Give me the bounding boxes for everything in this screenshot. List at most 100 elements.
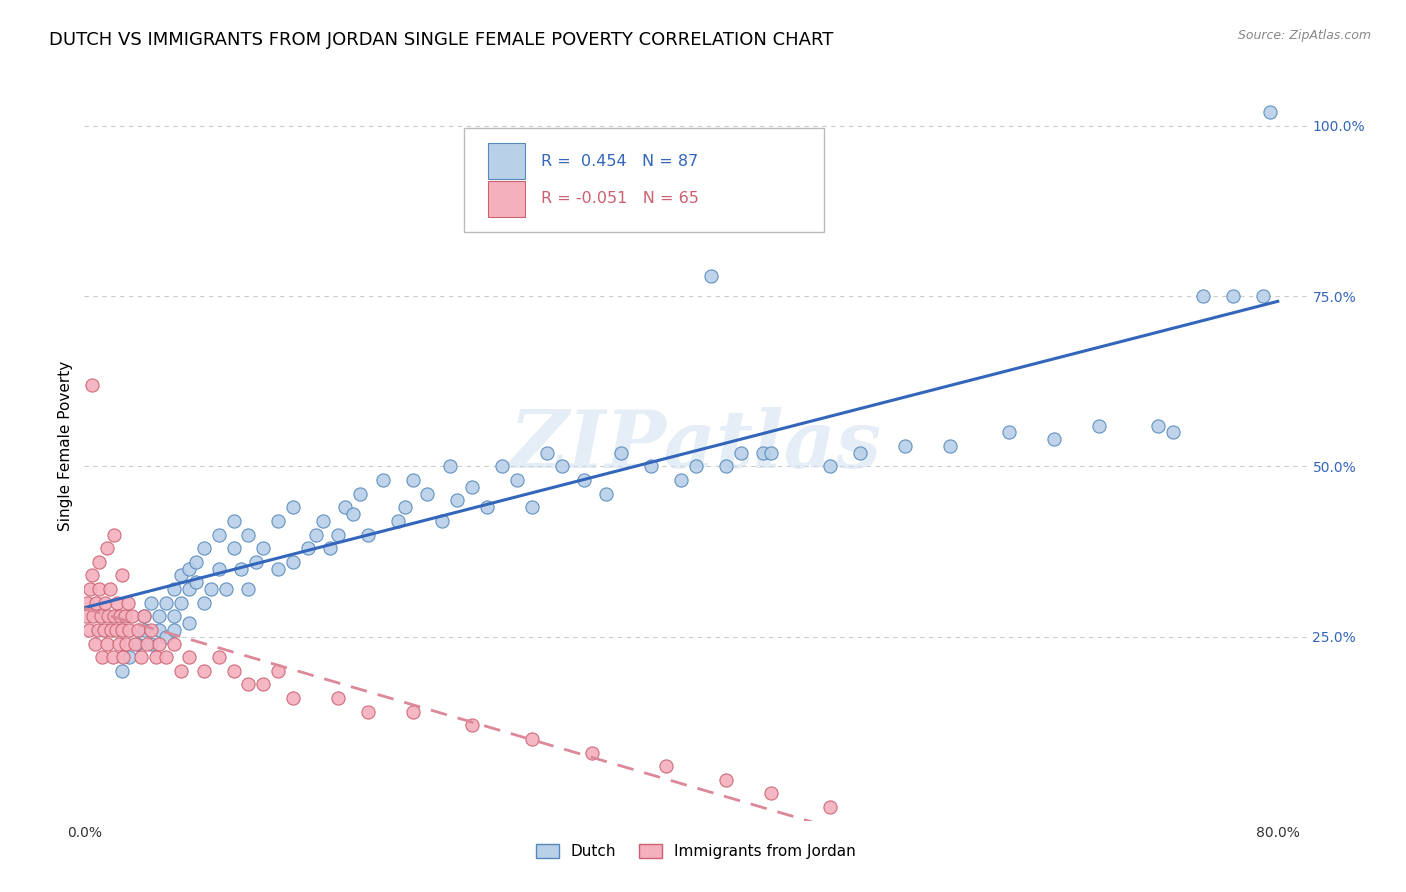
Point bbox=[520, 500, 543, 515]
Point bbox=[177, 616, 200, 631]
Point bbox=[148, 609, 170, 624]
Point bbox=[132, 609, 155, 624]
Point bbox=[141, 623, 163, 637]
Point bbox=[520, 731, 543, 746]
Point bbox=[326, 691, 349, 706]
Point bbox=[357, 527, 380, 541]
Legend: Dutch, Immigrants from Jordan: Dutch, Immigrants from Jordan bbox=[530, 838, 862, 865]
Point bbox=[319, 541, 342, 556]
Point bbox=[87, 623, 110, 637]
Point bbox=[111, 568, 134, 582]
Bar bbox=[488, 144, 524, 179]
Point bbox=[115, 636, 138, 650]
Point bbox=[136, 636, 159, 650]
Point bbox=[685, 459, 707, 474]
Point bbox=[111, 664, 134, 678]
Point bbox=[90, 609, 112, 624]
Point bbox=[89, 582, 111, 596]
Point bbox=[77, 623, 100, 637]
Text: Source: ZipAtlas.com: Source: ZipAtlas.com bbox=[1237, 29, 1371, 42]
Point bbox=[91, 650, 114, 665]
Point bbox=[125, 636, 148, 650]
Text: R =  0.454   N = 87: R = 0.454 N = 87 bbox=[541, 153, 697, 169]
Point bbox=[759, 446, 782, 460]
Point bbox=[96, 636, 118, 650]
Point bbox=[132, 623, 155, 637]
Point bbox=[1147, 418, 1170, 433]
Point bbox=[595, 486, 617, 500]
Point bbox=[103, 527, 125, 541]
Point bbox=[938, 439, 960, 453]
Point bbox=[475, 500, 498, 515]
Point bbox=[491, 459, 513, 474]
Point bbox=[818, 800, 841, 814]
Point bbox=[894, 439, 917, 453]
Point bbox=[163, 623, 186, 637]
Point bbox=[155, 650, 177, 665]
Bar bbox=[488, 181, 524, 217]
Point bbox=[446, 493, 468, 508]
Point bbox=[111, 623, 134, 637]
Point bbox=[394, 500, 416, 515]
Point bbox=[89, 555, 111, 569]
Point bbox=[387, 514, 409, 528]
Point bbox=[222, 664, 245, 678]
Point bbox=[107, 636, 129, 650]
Point bbox=[714, 772, 737, 787]
Point bbox=[610, 446, 633, 460]
Point bbox=[80, 568, 103, 582]
Point bbox=[145, 650, 167, 665]
Point bbox=[193, 664, 215, 678]
Point bbox=[207, 650, 229, 665]
Point bbox=[371, 473, 394, 487]
Point bbox=[129, 650, 152, 665]
Point bbox=[108, 609, 131, 624]
Point bbox=[124, 636, 146, 650]
Point bbox=[849, 446, 872, 460]
Point bbox=[700, 268, 723, 283]
Point bbox=[163, 582, 186, 596]
Point bbox=[730, 446, 752, 460]
Point bbox=[80, 377, 103, 392]
Point bbox=[752, 446, 775, 460]
Point bbox=[1251, 289, 1274, 303]
FancyBboxPatch shape bbox=[464, 128, 824, 233]
Point bbox=[163, 636, 186, 650]
Point bbox=[193, 541, 215, 556]
Point bbox=[714, 459, 737, 474]
Point bbox=[252, 541, 274, 556]
Point bbox=[759, 786, 782, 800]
Point bbox=[461, 718, 484, 732]
Point bbox=[100, 623, 122, 637]
Point bbox=[76, 596, 98, 610]
Point bbox=[312, 514, 335, 528]
Point bbox=[506, 473, 529, 487]
Point bbox=[252, 677, 274, 691]
Point bbox=[401, 705, 423, 719]
Point bbox=[572, 473, 595, 487]
Point bbox=[84, 596, 107, 610]
Point bbox=[104, 623, 127, 637]
Point bbox=[148, 636, 170, 650]
Point bbox=[461, 480, 484, 494]
Point bbox=[401, 473, 423, 487]
Point bbox=[655, 759, 678, 773]
Text: R = -0.051   N = 65: R = -0.051 N = 65 bbox=[541, 191, 699, 206]
Point bbox=[163, 609, 186, 624]
Point bbox=[82, 609, 104, 624]
Point bbox=[267, 664, 290, 678]
Point bbox=[141, 596, 163, 610]
Point bbox=[170, 596, 193, 610]
Point bbox=[349, 486, 371, 500]
Point bbox=[75, 609, 97, 624]
Point bbox=[114, 609, 136, 624]
Point bbox=[93, 623, 115, 637]
Point bbox=[1163, 425, 1185, 440]
Point bbox=[222, 514, 245, 528]
Point bbox=[177, 582, 200, 596]
Point bbox=[177, 561, 200, 575]
Point bbox=[536, 446, 558, 460]
Point bbox=[283, 555, 305, 569]
Point bbox=[439, 459, 461, 474]
Point bbox=[267, 514, 290, 528]
